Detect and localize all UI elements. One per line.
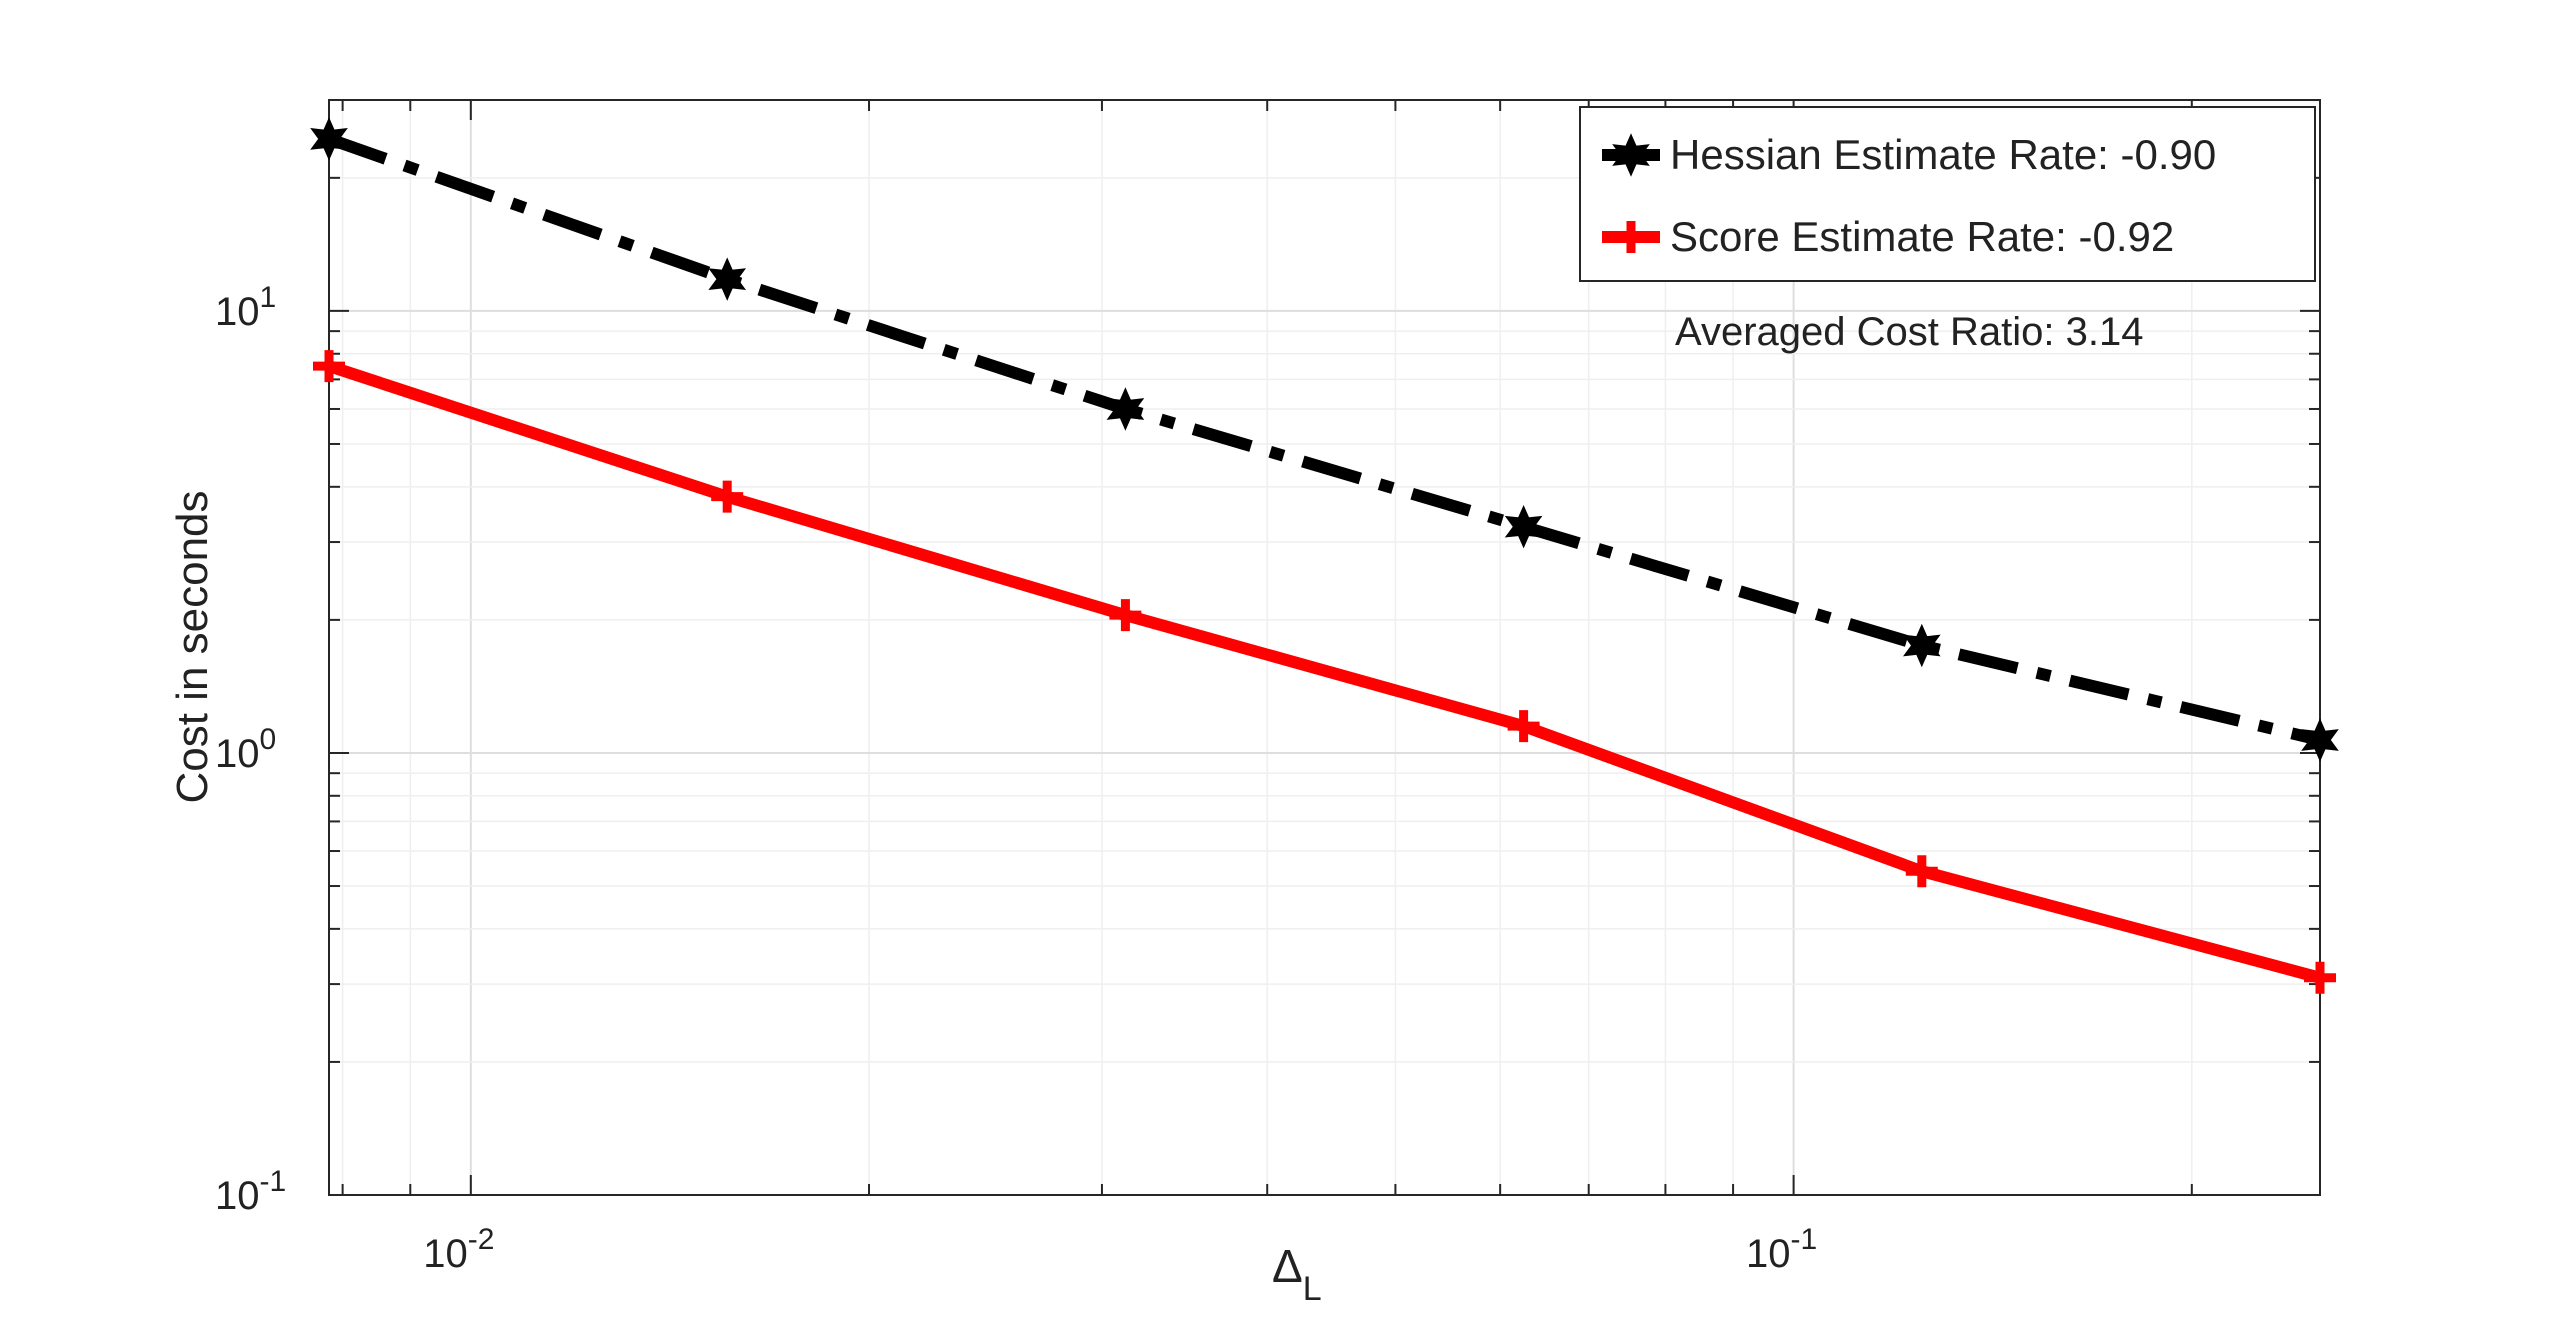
- plot-frame: [328, 99, 2321, 1196]
- series-line-0: [327, 133, 2322, 746]
- legend: Hessian Estimate Rate: -0.90 Score Estim…: [1579, 106, 2316, 282]
- grid: [329, 100, 2320, 1195]
- legend-marker-hessian: [1612, 133, 1650, 177]
- series-line-1: [327, 360, 2322, 984]
- data-point-marker: [2301, 718, 2339, 762]
- data-point-marker: [1109, 599, 1142, 632]
- series-layer: [310, 117, 2339, 994]
- legend-marker-score: [1615, 221, 1647, 253]
- y-tick-label: 100: [215, 723, 276, 776]
- axis-ticks: 10-2 10-1 10-1 100 101: [215, 100, 2320, 1276]
- data-point-marker: [2304, 961, 2336, 994]
- plot-area: [329, 100, 2320, 1195]
- data-point-marker: [310, 117, 348, 161]
- x-axis-label-subscript: L: [1303, 1270, 1322, 1308]
- legend-plus-icon: [1615, 221, 1647, 253]
- data-point-marker: [708, 257, 747, 301]
- data-point-marker: [1902, 623, 1941, 668]
- x-axis-label: ΔL: [1272, 1240, 1322, 1308]
- data-point-marker: [1507, 710, 1540, 743]
- y-axis-label: Cost in seconds: [168, 490, 217, 803]
- x-tick-label: 10-1: [1746, 1223, 1817, 1276]
- legend-box: [1579, 106, 2316, 282]
- data-point-marker: [1106, 387, 1145, 431]
- data-point-marker: [313, 350, 345, 383]
- y-tick-label: 101: [215, 281, 276, 334]
- data-point-marker: [1905, 855, 1938, 888]
- data-point-marker: [711, 480, 744, 513]
- y-tick-label: 10-1: [215, 1165, 286, 1218]
- data-point-marker: [1504, 504, 1543, 549]
- legend-label-score: Score Estimate Rate: -0.92: [1670, 213, 2174, 260]
- legend-hexagram-icon: [1612, 133, 1650, 177]
- legend-label-hessian: Hessian Estimate Rate: -0.90: [1670, 131, 2216, 178]
- x-tick-label: 10-2: [423, 1223, 494, 1276]
- x-axis-label-symbol: Δ: [1272, 1240, 1303, 1292]
- annotation-cost-ratio: Averaged Cost Ratio: 3.14: [1675, 310, 2143, 354]
